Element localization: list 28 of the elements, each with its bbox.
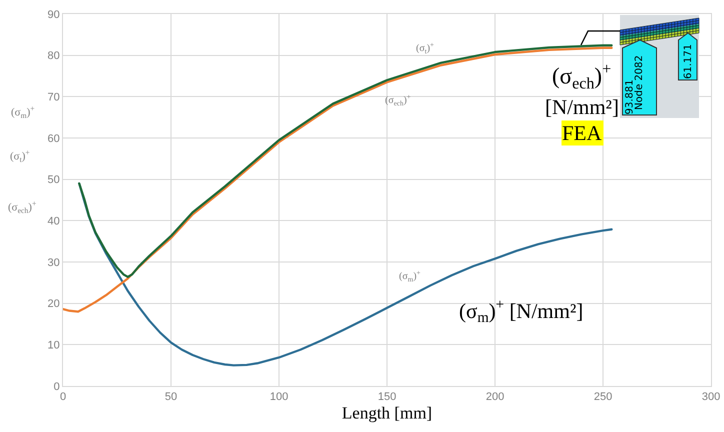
y-tick-label: 70 <box>48 92 60 104</box>
annotation: (σ$_{t}$)$^{+}$ <box>416 41 434 56</box>
text: (σ$_{m}$)$^{+}$ <box>11 104 35 120</box>
x-tick-label: 100 <box>270 391 288 404</box>
annotation: (σ$_{ech}$)$^{+}$ <box>385 93 411 108</box>
x-tick-label: 250 <box>594 391 612 404</box>
x-axis-title: Length [mm] <box>342 404 432 423</box>
y-tick-label: 30 <box>48 256 60 269</box>
text: [N/mm²] <box>509 298 584 323</box>
annotation: (σ$_{m}$)$^{+}$ <box>399 269 421 284</box>
y-tick-label: 60 <box>48 132 60 145</box>
y-tick-label: 50 <box>48 174 60 186</box>
x-tick-label: 150 <box>378 391 396 404</box>
text: (σ$_{ech}$)$^{+}$ <box>8 199 36 215</box>
annotation: FEA <box>562 121 603 145</box>
y-tick-label: 20 <box>48 298 60 310</box>
y-tick-label: 80 <box>48 50 60 62</box>
annotation: (σ$_{m}$)$^{+}$ <box>459 297 504 326</box>
text: (σ$_{t}$)$^{+}$ <box>10 148 30 164</box>
annotation: [N/mm²] <box>545 95 619 119</box>
annotation: (σ$_{ech}$)$^{+}$ <box>552 61 612 92</box>
y-tick-label: 10 <box>48 340 60 352</box>
x-tick-label: 300 <box>702 391 720 404</box>
y-tick-label: 40 <box>48 216 60 228</box>
x-tick-label: 50 <box>164 391 178 404</box>
y-tick-label: 90 <box>48 8 60 21</box>
y-tick-label: 0 <box>54 380 60 393</box>
x-tick-label: 200 <box>486 391 504 404</box>
